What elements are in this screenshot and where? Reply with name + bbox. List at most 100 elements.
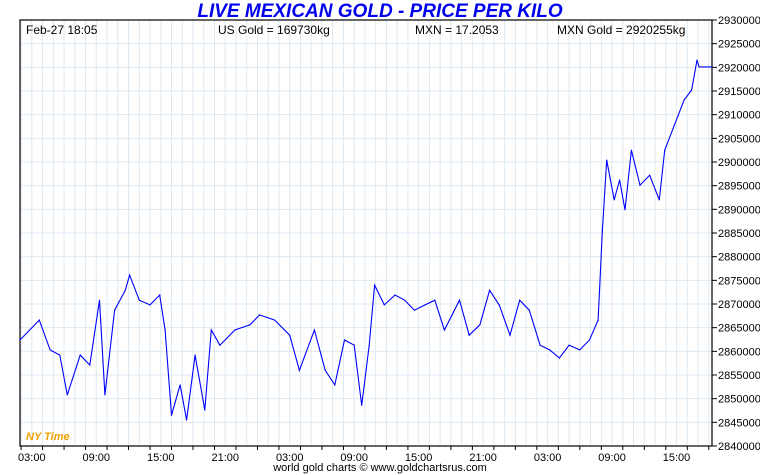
header-us-gold: US Gold = 169730kg — [218, 23, 330, 37]
data-point — [698, 66, 700, 68]
x-tick-label: 03:00 — [534, 452, 562, 464]
y-tick-label: 2870000 — [718, 299, 760, 311]
data-point — [185, 419, 188, 421]
data-point — [324, 369, 326, 371]
data-point — [630, 149, 633, 151]
y-tick-label: 2895000 — [718, 181, 760, 193]
y-tick-label: 2905000 — [718, 133, 760, 145]
header-mxn-rate: MXN = 17.2053 — [415, 23, 499, 37]
y-tick-label: 2885000 — [718, 228, 760, 240]
data-point — [458, 299, 461, 301]
data-point — [234, 329, 236, 331]
x-tick-label: 15:00 — [663, 452, 691, 464]
data-point — [204, 409, 206, 411]
data-point — [219, 344, 221, 346]
header-datetime: Feb-27 18:05 — [26, 23, 98, 37]
data-point — [138, 299, 140, 301]
data-point — [413, 309, 415, 311]
data-point — [373, 284, 376, 286]
data-point — [639, 184, 641, 186]
data-point — [519, 299, 521, 301]
data-point — [274, 319, 276, 321]
data-point — [443, 329, 446, 331]
data-point — [696, 59, 698, 61]
y-tick-label: 2900000 — [718, 157, 760, 169]
data-point — [170, 414, 173, 416]
data-point — [98, 299, 101, 301]
data-point — [597, 319, 599, 321]
data-point — [558, 357, 561, 359]
x-tick-label: 09:00 — [340, 452, 368, 464]
data-point — [479, 324, 481, 326]
data-point — [394, 294, 396, 296]
data-point — [298, 369, 300, 371]
x-tick-label: 03:00 — [276, 452, 304, 464]
data-point — [383, 304, 385, 306]
data-point — [59, 354, 61, 356]
y-tick-label: 2925000 — [718, 39, 760, 51]
data-point — [179, 384, 181, 386]
data-point — [424, 304, 426, 306]
y-tick-label: 2890000 — [718, 204, 760, 216]
footer-credit: world gold charts © www.goldchartsrus.co… — [273, 462, 487, 474]
y-tick-label: 2855000 — [718, 370, 760, 382]
y-tick-label: 2930000 — [718, 15, 760, 27]
data-point — [368, 344, 370, 346]
y-tick-label: 2840000 — [718, 441, 760, 453]
data-point — [104, 394, 106, 396]
data-point — [588, 339, 591, 341]
y-tick-label: 2860000 — [718, 346, 760, 358]
data-point — [361, 404, 363, 406]
data-point — [249, 324, 251, 326]
data-point — [649, 174, 651, 176]
data-point — [66, 394, 68, 396]
data-point — [434, 299, 436, 301]
header-mxn-gold: MXN Gold = 2920255kg — [557, 23, 686, 37]
y-tick-label: 2850000 — [718, 394, 760, 406]
data-point — [343, 339, 346, 341]
data-point — [568, 344, 570, 346]
data-point — [618, 179, 621, 181]
data-point — [194, 354, 196, 356]
data-point — [664, 149, 666, 151]
data-point — [606, 159, 608, 161]
data-point — [113, 309, 116, 311]
data-point — [624, 209, 626, 211]
data-point — [89, 364, 91, 366]
data-point — [38, 319, 40, 321]
data-point — [528, 309, 530, 311]
data-point — [509, 334, 511, 336]
data-point — [289, 334, 291, 336]
data-point — [468, 334, 470, 336]
data-point — [601, 229, 603, 231]
y-tick-label: 2845000 — [718, 417, 760, 429]
data-point — [539, 344, 541, 346]
data-point — [711, 66, 713, 68]
data-point — [673, 124, 675, 126]
chart-title: LIVE MEXICAN GOLD - PRICE PER KILO — [197, 1, 563, 22]
x-tick-label: 21:00 — [211, 452, 239, 464]
y-tick-label: 2915000 — [718, 86, 760, 98]
y-tick-label: 2920000 — [718, 62, 760, 74]
x-tick-label: 09:00 — [598, 452, 626, 464]
x-tick-label: 03:00 — [18, 452, 46, 464]
y-tick-label: 2910000 — [718, 110, 760, 122]
data-point — [124, 289, 126, 291]
x-tick-label: 15:00 — [147, 452, 175, 464]
data-point — [313, 329, 316, 331]
data-point — [79, 354, 81, 356]
data-point — [19, 339, 21, 341]
data-point — [549, 349, 551, 351]
y-tick-label: 2875000 — [718, 275, 760, 287]
data-point — [334, 384, 336, 386]
y-tick-label: 2880000 — [718, 252, 760, 264]
plot-frame — [19, 19, 713, 447]
data-point — [259, 314, 261, 316]
data-point — [149, 304, 151, 306]
x-tick-label: 09:00 — [83, 452, 111, 464]
data-point — [210, 329, 212, 331]
y-tick-label: 2865000 — [718, 323, 760, 335]
data-point — [159, 294, 161, 296]
